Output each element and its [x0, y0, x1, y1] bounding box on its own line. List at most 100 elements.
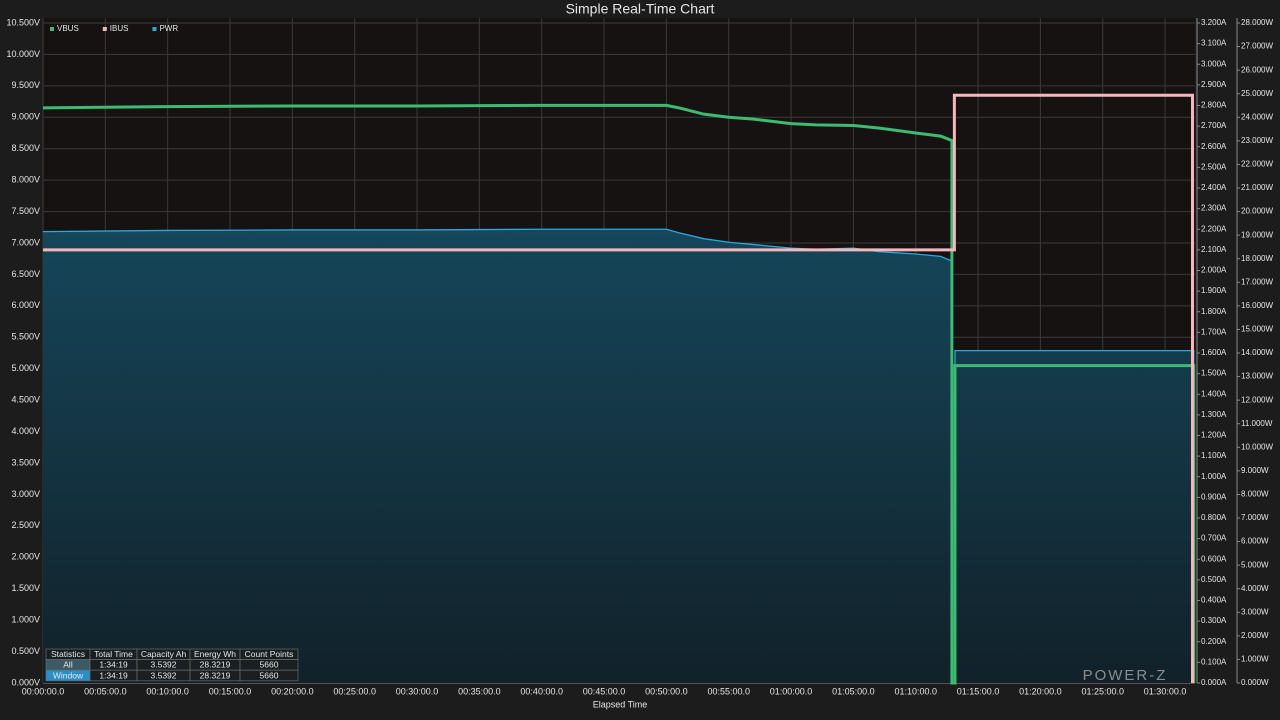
y3-tick-label: 8.000W — [1241, 490, 1269, 499]
stats-text: 5660 — [260, 670, 279, 680]
x-tick-label: 01:00:00.0 — [770, 686, 813, 696]
y3-tick-label: 1.000W — [1241, 655, 1269, 664]
y3-tick-label: 0.000W — [1241, 678, 1269, 687]
x-tick-label: 01:30:00.0 — [1144, 686, 1187, 696]
stats-text: Window — [53, 670, 84, 680]
y-tick-label: 4.000V — [11, 426, 40, 436]
y3-tick-label: 18.000W — [1241, 254, 1273, 263]
series-line — [42, 103, 1196, 685]
y3-tick-label: 13.000W — [1241, 372, 1273, 381]
y3-tick-label: 17.000W — [1241, 277, 1273, 286]
x-tick-label: 01:15:00.0 — [957, 686, 1000, 696]
y2-tick-label: 0.900A — [1201, 492, 1227, 501]
y2-tick-label: 1.900A — [1201, 286, 1227, 295]
stats-text: Total Time — [94, 649, 133, 659]
y-tick-label: 6.500V — [11, 269, 40, 279]
y3-tick-label: 6.000W — [1241, 537, 1269, 546]
y2-tick-label: 0.100A — [1201, 657, 1227, 666]
stats-cell — [239, 669, 299, 682]
y3-tick-label: 24.000W — [1241, 112, 1273, 121]
y-tick-label: 5.500V — [11, 332, 40, 342]
x-axis-label: Elapsed Time — [593, 699, 648, 709]
y3-tick-label: 19.000W — [1241, 230, 1273, 239]
y3-tick-label: 12.000W — [1241, 395, 1273, 404]
y3-tick-label: 26.000W — [1241, 65, 1273, 74]
y3-tick-label: 23.000W — [1241, 136, 1273, 145]
y-tick-label: 1.000V — [11, 615, 40, 625]
y3-tick-label: 22.000W — [1241, 160, 1273, 169]
y2-tick-label: 1.300A — [1201, 410, 1227, 419]
stats-text: 1:34:19 — [99, 670, 128, 680]
y3-tick-label: 11.000W — [1241, 419, 1273, 428]
y2-tick-label: 2.700A — [1201, 121, 1227, 130]
y-tick-label: 9.500V — [11, 80, 40, 90]
y-tick-label: 7.500V — [11, 206, 40, 216]
y-tick-label: 6.000V — [11, 300, 40, 310]
y-tick-label: 4.500V — [11, 395, 40, 405]
y2-tick-label: 1.700A — [1201, 327, 1227, 336]
watermark: POWER-Z — [1083, 667, 1168, 684]
y3-tick-label: 28.000W — [1241, 18, 1273, 27]
stats-text: 5660 — [260, 660, 279, 670]
y2-tick-label: 0.200A — [1201, 637, 1227, 646]
y3-tick-label: 27.000W — [1241, 42, 1273, 51]
chart-title: Simple Real-Time Chart — [566, 1, 715, 17]
y-tick-label: 5.000V — [11, 363, 40, 373]
y2-tick-label: 3.100A — [1201, 39, 1227, 48]
x-tick-label: 00:20:00.0 — [271, 686, 314, 696]
x-tick-label: 01:10:00.0 — [894, 686, 937, 696]
y-tick-label: 1.500V — [11, 583, 40, 593]
x-tick-label: 00:55:00.0 — [707, 686, 750, 696]
y3-tick-label: 15.000W — [1241, 325, 1273, 334]
x-tick-label: 00:05:00.0 — [84, 686, 127, 696]
y2-tick-label: 2.800A — [1201, 101, 1227, 110]
y2-tick-label: 3.000A — [1201, 59, 1227, 68]
y-tick-label: 2.500V — [11, 520, 40, 530]
y3-tick-label: 20.000W — [1241, 207, 1273, 216]
stats-text: Statistics — [51, 649, 85, 659]
y2-tick-label: 0.800A — [1201, 513, 1227, 522]
y2-tick-label: 0.000A — [1201, 678, 1227, 687]
x-tick-label: 00:15:00.0 — [209, 686, 252, 696]
y3-tick-label: 14.000W — [1241, 348, 1273, 357]
y2-tick-label: 2.400A — [1201, 183, 1227, 192]
y2-tick-label: 0.500A — [1201, 575, 1227, 584]
y2-tick-label: 2.600A — [1201, 142, 1227, 151]
x-tick-label: 00:35:00.0 — [458, 686, 501, 696]
y2-tick-label: 0.400A — [1201, 596, 1227, 605]
legend-label: PWR — [159, 24, 178, 33]
series-line — [43, 93, 1195, 683]
x-tick-label: 00:00:00.0 — [22, 686, 65, 696]
y2-tick-label: 2.000A — [1201, 266, 1227, 275]
y2-tick-label: 3.200A — [1201, 18, 1227, 27]
y2-tick-label: 0.700A — [1201, 534, 1227, 543]
y3-tick-label: 16.000W — [1241, 301, 1273, 310]
stats-text: Count Points — [245, 649, 294, 659]
x-tick-label: 00:30:00.0 — [396, 686, 439, 696]
y2-tick-label: 1.000A — [1201, 472, 1227, 481]
stats-text: 28.3219 — [200, 670, 231, 680]
y3-tick-label: 10.000W — [1241, 442, 1273, 451]
y2-tick-label: 1.400A — [1201, 389, 1227, 398]
y-tick-label: 8.500V — [11, 143, 40, 153]
y3-tick-label: 9.000W — [1241, 466, 1269, 475]
y2-tick-label: 2.100A — [1201, 245, 1227, 254]
y-tick-label: 0.000V — [11, 677, 40, 687]
x-tick-label: 01:05:00.0 — [832, 686, 875, 696]
x-tick-label: 00:45:00.0 — [583, 686, 626, 696]
y2-tick-label: 1.600A — [1201, 348, 1227, 357]
y3-tick-label: 25.000W — [1241, 89, 1273, 98]
y2-tick-label: 2.500A — [1201, 162, 1227, 171]
x-tick-label: 00:40:00.0 — [520, 686, 563, 696]
area — [43, 229, 1194, 683]
y-tick-label: 10.000V — [6, 49, 40, 59]
y2-tick-label: 1.200A — [1201, 431, 1227, 440]
x-tick-label: 01:20:00.0 — [1019, 686, 1062, 696]
y3-tick-label: 3.000W — [1241, 607, 1269, 616]
y2-tick-label: 1.100A — [1201, 451, 1227, 460]
stats-text: Energy Wh — [194, 649, 236, 659]
legend-swatch — [102, 27, 107, 31]
y-tick-label: 10.500V — [6, 17, 40, 27]
